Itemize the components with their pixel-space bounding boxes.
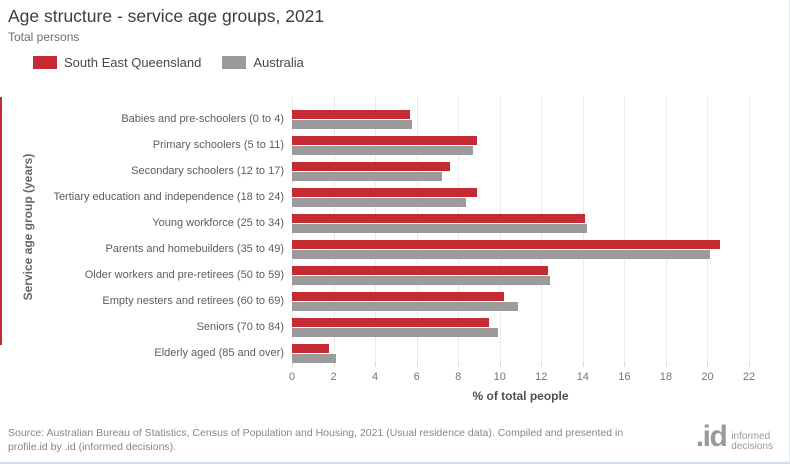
x-axis-tickmark [624,363,626,367]
category-label: Seniors (70 to 84) [196,321,284,333]
legend-swatch-seq [33,55,57,69]
legend-label-seq: South East Queensland [64,54,202,70]
legend: South East Queensland Australia [33,54,304,70]
id-logo-tagline: informed decisions [731,432,773,452]
gridline [749,97,750,363]
x-axis-tick-label: 12 [535,371,548,383]
category-label: Babies and pre-schoolers (0 to 4) [121,113,284,125]
bar-aus[interactable] [292,171,442,181]
gridline [624,97,626,363]
bar-aus[interactable] [292,197,467,207]
x-axis-tickmark [292,363,293,367]
x-axis-tickmark [458,363,460,367]
bar-seq[interactable] [292,188,477,197]
x-axis-tick-label: 10 [493,371,506,383]
x-axis-tickmark [665,363,667,367]
x-axis-tick-label: 4 [372,371,379,383]
x-axis-tick-label: 0 [288,371,296,383]
bar-seq[interactable] [292,292,504,301]
chart-title: Age structure - service age groups, 2021 [8,6,325,26]
left-accent-line [0,97,2,345]
x-axis-tick-label: 2 [330,371,337,383]
category-label: Primary schoolers (5 to 11) [152,139,284,151]
bar-seq[interactable] [292,266,548,275]
id-logo-tagline-line2: decisions [731,441,773,452]
bar-seq[interactable] [292,136,477,145]
bar-seq[interactable] [292,240,720,249]
category-label: Tertiary education and independence (18 … [53,191,284,203]
legend-item-seq[interactable]: South East Queensland [33,55,201,70]
bar-aus[interactable] [292,119,413,129]
bar-aus[interactable] [292,145,473,155]
x-axis-tickmark [375,363,377,367]
x-axis-tick-label: 18 [659,371,673,383]
x-axis-title: % of total people [472,389,569,403]
id-logo-mark: .id [695,420,728,453]
x-axis-tickmark [749,363,750,367]
id-logo: .id informed decisions [696,422,773,452]
bar-seq[interactable] [292,110,411,119]
category-label: Young workforce (25 to 34) [152,217,284,229]
bar-aus[interactable] [292,223,587,233]
legend-label-aus: Australia [253,54,304,70]
category-label: Elderly aged (85 and over) [154,347,284,359]
category-label: Parents and homebuilders (35 to 49) [105,243,284,255]
x-axis-tick-label: 20 [701,371,714,383]
x-axis-tickmark [416,363,418,367]
legend-item-aus[interactable]: Australia [222,55,304,70]
bar-seq[interactable] [292,344,330,353]
bar-aus[interactable] [292,301,519,311]
category-label: Secondary schoolers (12 to 17) [131,165,284,177]
x-axis-tick-label: 14 [576,371,589,383]
x-axis-tickmark [499,363,501,367]
x-axis-tick-label: 8 [455,371,462,383]
bar-aus[interactable] [292,249,710,259]
x-axis-tick-label: 16 [618,371,631,383]
x-axis-tick-label: 22 [742,371,756,383]
source-note: Source: Australian Bureau of Statistics,… [8,426,623,454]
bar-seq[interactable] [292,318,490,327]
x-axis-tickmark [707,363,709,367]
x-axis-tick-label: 6 [413,371,420,383]
chart-subtitle: Total persons [8,30,80,44]
id-logo-tagline-line1: informed [731,431,771,442]
bar-seq[interactable] [292,214,585,223]
x-axis-tickmark [582,363,584,367]
source-line-1: Source: Australian Bureau of Statistics,… [8,427,624,439]
x-axis-ticks: 0 2 4 6 8 10 12 14 16 18 20 22 [288,363,755,389]
bar-aus[interactable] [292,275,550,285]
bar-aus[interactable] [292,327,498,337]
bar-seq[interactable] [292,162,450,171]
plot-area [292,97,750,363]
gridline [665,97,667,363]
x-axis-tickmark [541,363,543,367]
bar-aus[interactable] [292,353,336,363]
source-line-2: profile.id by .id (informed decisions). [8,441,177,453]
x-axis-tickmark [333,363,335,367]
gridline [707,97,709,363]
category-label: Empty nesters and retirees (60 to 69) [102,295,284,307]
category-label: Older workers and pre-retirees (50 to 59… [84,269,284,281]
legend-swatch-aus [222,55,247,69]
